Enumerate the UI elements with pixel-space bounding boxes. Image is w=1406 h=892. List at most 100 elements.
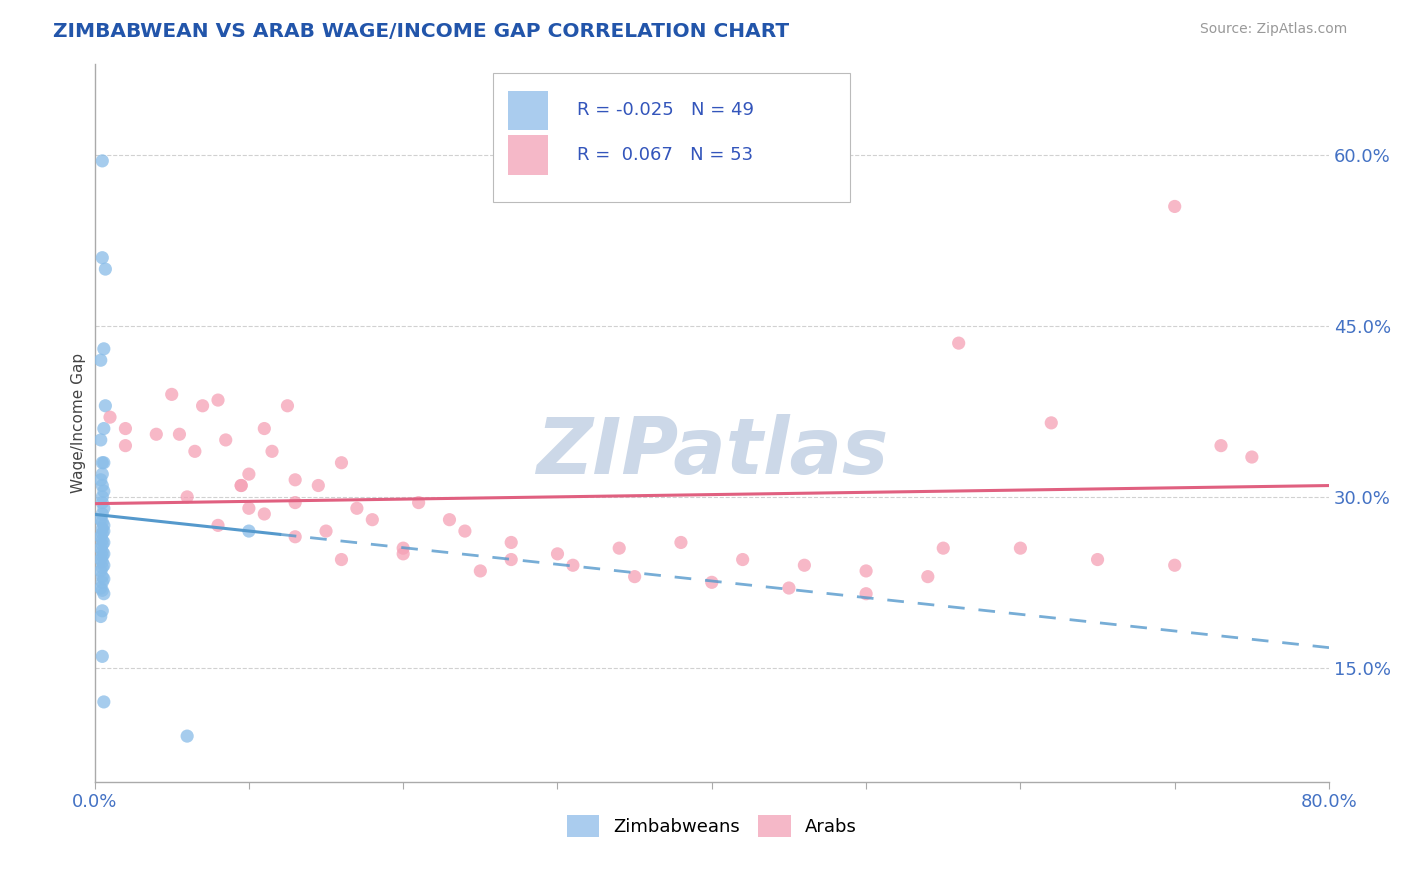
FancyBboxPatch shape: [494, 73, 851, 202]
Point: [184, 444, 207, 458]
Point: [91, 604, 114, 618]
Point: [91, 490, 114, 504]
Point: [91, 507, 114, 521]
Point: [90, 609, 112, 624]
Point: [284, 495, 307, 509]
Point: [855, 587, 877, 601]
Point: [284, 530, 307, 544]
Point: [470, 564, 492, 578]
Point: [315, 524, 337, 538]
Point: [169, 427, 191, 442]
Point: [260, 444, 283, 458]
Point: [731, 552, 754, 566]
Point: [91, 538, 114, 552]
Text: ZIPatlas: ZIPatlas: [536, 414, 889, 490]
Text: ZIMBABWEAN VS ARAB WAGE/INCOME GAP CORRELATION CHART: ZIMBABWEAN VS ARAB WAGE/INCOME GAP CORRE…: [53, 22, 790, 41]
Point: [93, 456, 115, 470]
Point: [307, 478, 329, 492]
Point: [1240, 450, 1263, 464]
Point: [93, 342, 115, 356]
Point: [91, 478, 114, 492]
Point: [93, 501, 115, 516]
Point: [93, 695, 115, 709]
Point: [1087, 552, 1109, 566]
Point: [114, 439, 136, 453]
Point: [91, 649, 114, 664]
Point: [91, 526, 114, 541]
Point: [93, 535, 115, 549]
Point: [778, 581, 800, 595]
Point: [90, 530, 112, 544]
Text: R =  0.067   N = 53: R = 0.067 N = 53: [578, 145, 754, 164]
Point: [91, 467, 114, 482]
Point: [91, 153, 114, 168]
Point: [91, 495, 114, 509]
Point: [90, 552, 112, 566]
Point: [91, 560, 114, 574]
Point: [1010, 541, 1032, 556]
Point: [392, 547, 415, 561]
Legend: Zimbabweans, Arabs: Zimbabweans, Arabs: [560, 808, 865, 845]
Point: [91, 456, 114, 470]
Bar: [508, 91, 547, 130]
Point: [1209, 439, 1232, 453]
Y-axis label: Wage/Income Gap: Wage/Income Gap: [72, 353, 86, 493]
Point: [90, 433, 112, 447]
Point: [90, 473, 112, 487]
Point: [253, 421, 276, 435]
Point: [231, 478, 253, 492]
Point: [176, 490, 198, 504]
Point: [90, 581, 112, 595]
Point: [93, 524, 115, 538]
Point: [93, 547, 115, 561]
Point: [90, 353, 112, 368]
Point: [94, 399, 117, 413]
Point: [330, 552, 353, 566]
Point: [623, 569, 645, 583]
Point: [90, 564, 112, 578]
Point: [91, 549, 114, 563]
Point: [93, 572, 115, 586]
Point: [90, 513, 112, 527]
Point: [284, 473, 307, 487]
Point: [361, 513, 384, 527]
Point: [238, 501, 260, 516]
Point: [932, 541, 955, 556]
Point: [346, 501, 368, 516]
Point: [93, 421, 115, 435]
Point: [91, 544, 114, 558]
Point: [793, 558, 815, 573]
Point: [392, 541, 415, 556]
Point: [207, 393, 229, 408]
Point: [917, 569, 939, 583]
Text: R = -0.025   N = 49: R = -0.025 N = 49: [578, 102, 754, 120]
Point: [855, 564, 877, 578]
Point: [114, 421, 136, 435]
Point: [91, 515, 114, 529]
Point: [91, 569, 114, 583]
Point: [238, 467, 260, 482]
Point: [408, 495, 430, 509]
Point: [238, 524, 260, 538]
Point: [207, 518, 229, 533]
Point: [330, 456, 353, 470]
Point: [91, 575, 114, 590]
Point: [191, 399, 214, 413]
Point: [93, 484, 115, 499]
Point: [94, 262, 117, 277]
Point: [1163, 558, 1185, 573]
Point: [1163, 199, 1185, 213]
Point: [93, 558, 115, 573]
Point: [91, 251, 114, 265]
Point: [93, 587, 115, 601]
Point: [93, 518, 115, 533]
Point: [91, 555, 114, 569]
Point: [253, 507, 276, 521]
Point: [231, 478, 253, 492]
Point: [948, 336, 970, 351]
Point: [90, 541, 112, 556]
Point: [669, 535, 692, 549]
Bar: [508, 135, 547, 175]
Point: [1040, 416, 1063, 430]
Point: [607, 541, 630, 556]
